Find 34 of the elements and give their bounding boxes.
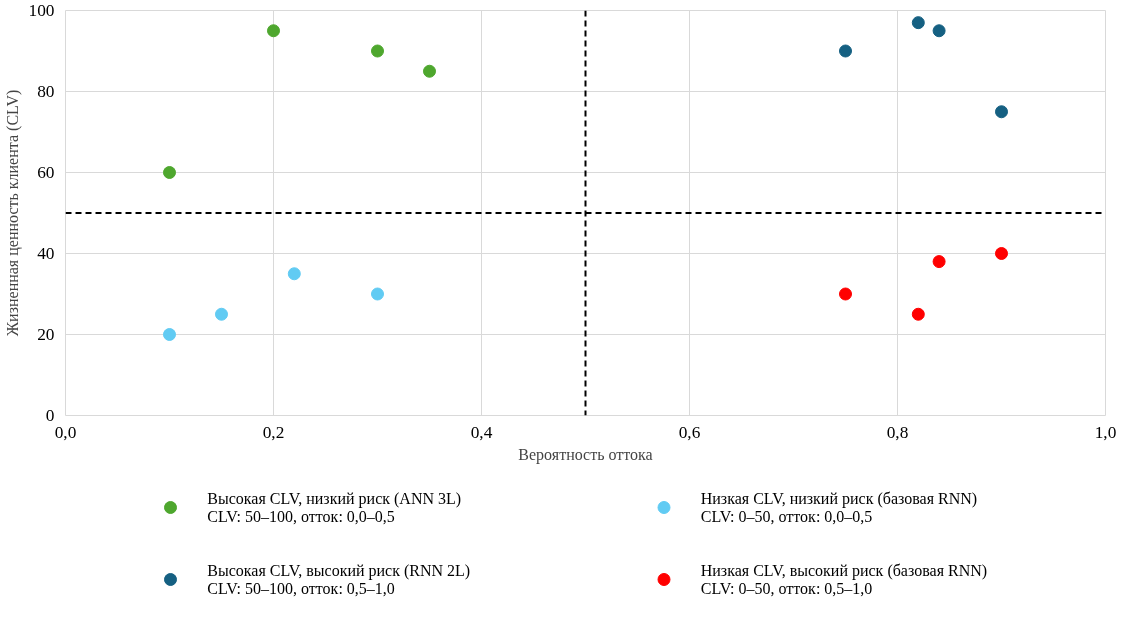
point [839, 44, 852, 58]
y-tick-label: 80 [37, 82, 55, 101]
point [995, 247, 1008, 260]
y-tick-label: 0 [45, 406, 55, 425]
point [911, 16, 925, 30]
point [163, 328, 176, 341]
x-tick-label: 0,2 [262, 422, 285, 442]
legend-label: Низкая CLV, высокий риск (базовая RNN) CLV: 0–50, отток: 0,5–1,0 [700, 561, 988, 598]
point [371, 44, 384, 58]
legend-label: Высокая CLV, низкий риск (ANN 3L) CLV: 50–100, отток: 0,0–0,5 [207, 489, 462, 526]
legend-label: Высокая CLV, высокий риск (RNN 2L) CLV: 50–100, отток: 0,5–1,0 [207, 561, 471, 598]
x-tick-label: 0,8 [886, 422, 909, 442]
point [932, 24, 946, 38]
x-axis-title: Вероятность оттока [518, 445, 653, 464]
y-tick-label: 60 [37, 163, 55, 182]
y-tick-label: 20 [37, 325, 55, 344]
x-tick-label: 0,4 [470, 422, 493, 442]
y-tick-label: 100 [28, 1, 55, 20]
x-tick-label: 0,0 [54, 422, 77, 442]
point [932, 255, 946, 269]
point [215, 307, 228, 321]
point [163, 166, 176, 179]
x-tick-label: 1,0 [1094, 422, 1117, 442]
point [839, 287, 852, 301]
legend-label: Низкая CLV, низкий риск (базовая RNN) CLV: 0–50, отток: 0,0–0,5 [700, 489, 978, 526]
point [267, 24, 280, 38]
y-axis-title: Жизненная ценность клиента (CLV) [3, 89, 22, 337]
point [371, 287, 384, 301]
point [911, 307, 925, 321]
y-tick-label: 40 [37, 244, 55, 263]
point [287, 267, 301, 281]
x-tick-label: 0,6 [678, 422, 701, 442]
point [995, 105, 1008, 119]
point [423, 64, 436, 78]
